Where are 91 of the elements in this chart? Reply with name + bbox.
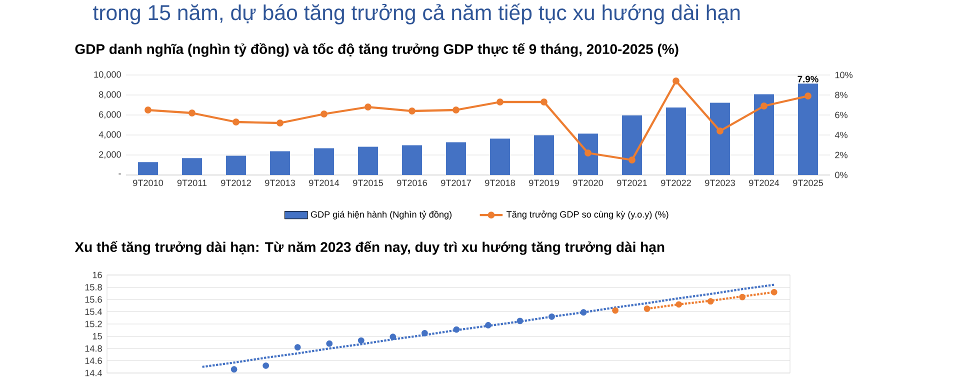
legend-label: GDP giá hiện hành (Nghìn tỷ đồng) <box>310 210 452 220</box>
y2-tick-label: 4% <box>834 132 848 138</box>
point <box>584 150 592 156</box>
bar <box>138 162 158 175</box>
x-tick-label: 9T2017 <box>441 180 471 186</box>
legend-label: Tăng trưởng GDP so cùng kỳ (y.o.y) (%) <box>506 210 668 220</box>
y-tick-label: 10,000 <box>94 71 121 79</box>
y-tick-label: 14.6 <box>85 358 102 364</box>
bar <box>578 134 598 175</box>
point <box>408 108 416 114</box>
x-tick-label: 9T2018 <box>485 180 515 186</box>
y2-tick-label: 8% <box>835 92 848 98</box>
bar <box>358 146 378 175</box>
point <box>628 156 636 164</box>
y-tick-label: 15.2 <box>85 320 102 328</box>
x-tick-label: 9T2021 <box>617 180 647 186</box>
point <box>232 118 240 126</box>
bar <box>446 142 466 175</box>
bar <box>622 115 642 175</box>
x-tick-label: 9T2013 <box>265 180 295 186</box>
point <box>676 301 682 308</box>
x-tick-label: 9T2015 <box>353 180 383 186</box>
point <box>421 330 428 336</box>
point <box>452 106 460 114</box>
point <box>453 326 460 333</box>
point <box>496 98 504 106</box>
y-tick-label: 14.8 <box>85 345 102 352</box>
x-tick-label: 9T2020 <box>573 180 604 186</box>
y-tick-label: 14.4 <box>85 370 102 376</box>
point <box>390 334 396 340</box>
point <box>276 120 284 126</box>
y-tick-label: 16 <box>92 272 102 278</box>
x-tick-label: 9T2023 <box>705 180 735 186</box>
point <box>580 309 587 316</box>
point <box>804 92 812 100</box>
bar <box>798 84 818 175</box>
point <box>707 298 714 305</box>
point <box>540 98 548 106</box>
x-tick-label: 9T2025 <box>793 180 823 186</box>
y-tick-label: 15 <box>92 333 102 340</box>
y2-tick-label: 10% <box>835 72 853 78</box>
point <box>326 340 333 347</box>
point <box>188 110 196 116</box>
y2-tick-label: 0% <box>835 172 848 178</box>
y-tick-label: 6,000 <box>99 111 121 119</box>
point <box>262 362 270 369</box>
point <box>320 110 328 118</box>
chart-title: GDP danh nghĩa (nghìn tỷ đồng) và tốc độ tăng trưởng GDP thực tế 9 tháng, 2010-2025 (%) <box>75 43 678 57</box>
x-tick-label: 9T2022 <box>661 180 691 186</box>
point <box>294 344 301 350</box>
bar <box>402 145 422 175</box>
y-tick-label: 15.8 <box>85 284 102 290</box>
point <box>672 78 680 84</box>
y2-tick-label: 2% <box>835 152 848 158</box>
chart-title: Xu thế tăng trưởng dài hạn: Từ năm 2023 đến nay, duy trì xu hướng tăng trưởng dài hạn <box>74 241 664 255</box>
point <box>770 288 778 296</box>
x-tick-label: 9T2024 <box>749 180 780 186</box>
point <box>716 128 724 134</box>
point <box>364 104 372 110</box>
bar <box>182 158 202 175</box>
bar <box>534 135 554 175</box>
y-tick-label: 15.6 <box>85 296 102 303</box>
y-tick-label: 15.4 <box>85 308 102 315</box>
point <box>485 322 492 328</box>
x-tick-label: 9T2014 <box>309 180 340 186</box>
point <box>144 106 152 114</box>
y2-tick-label: 6% <box>835 112 848 118</box>
point <box>358 337 364 344</box>
bar <box>270 151 290 175</box>
bar <box>490 138 510 175</box>
bar <box>754 94 774 175</box>
y-tick-label: 2,000 <box>99 151 121 159</box>
x-tick-label: 9T2016 <box>397 180 427 186</box>
text: trong 15 năm, dự báo tăng trưởng cả năm tiếp tục xu hướng dài hạn <box>93 4 740 24</box>
bar <box>710 102 730 175</box>
x-tick-label: 9T2012 <box>221 180 251 186</box>
point <box>760 102 768 110</box>
x-tick-label: 9T2010 <box>133 180 164 186</box>
bar <box>666 108 686 175</box>
y-tick-label: 4,000 <box>98 131 121 139</box>
point <box>739 294 746 300</box>
point <box>516 318 524 324</box>
data-label: 7.9% <box>798 76 818 82</box>
point <box>644 305 650 312</box>
x-tick-label: 9T2011 <box>177 180 207 186</box>
bar <box>314 148 334 175</box>
bar <box>226 156 246 175</box>
y-tick-label: 8,000 <box>99 91 121 99</box>
point <box>548 313 555 320</box>
x-tick-label: 9T2019 <box>529 180 559 186</box>
point <box>612 307 618 314</box>
